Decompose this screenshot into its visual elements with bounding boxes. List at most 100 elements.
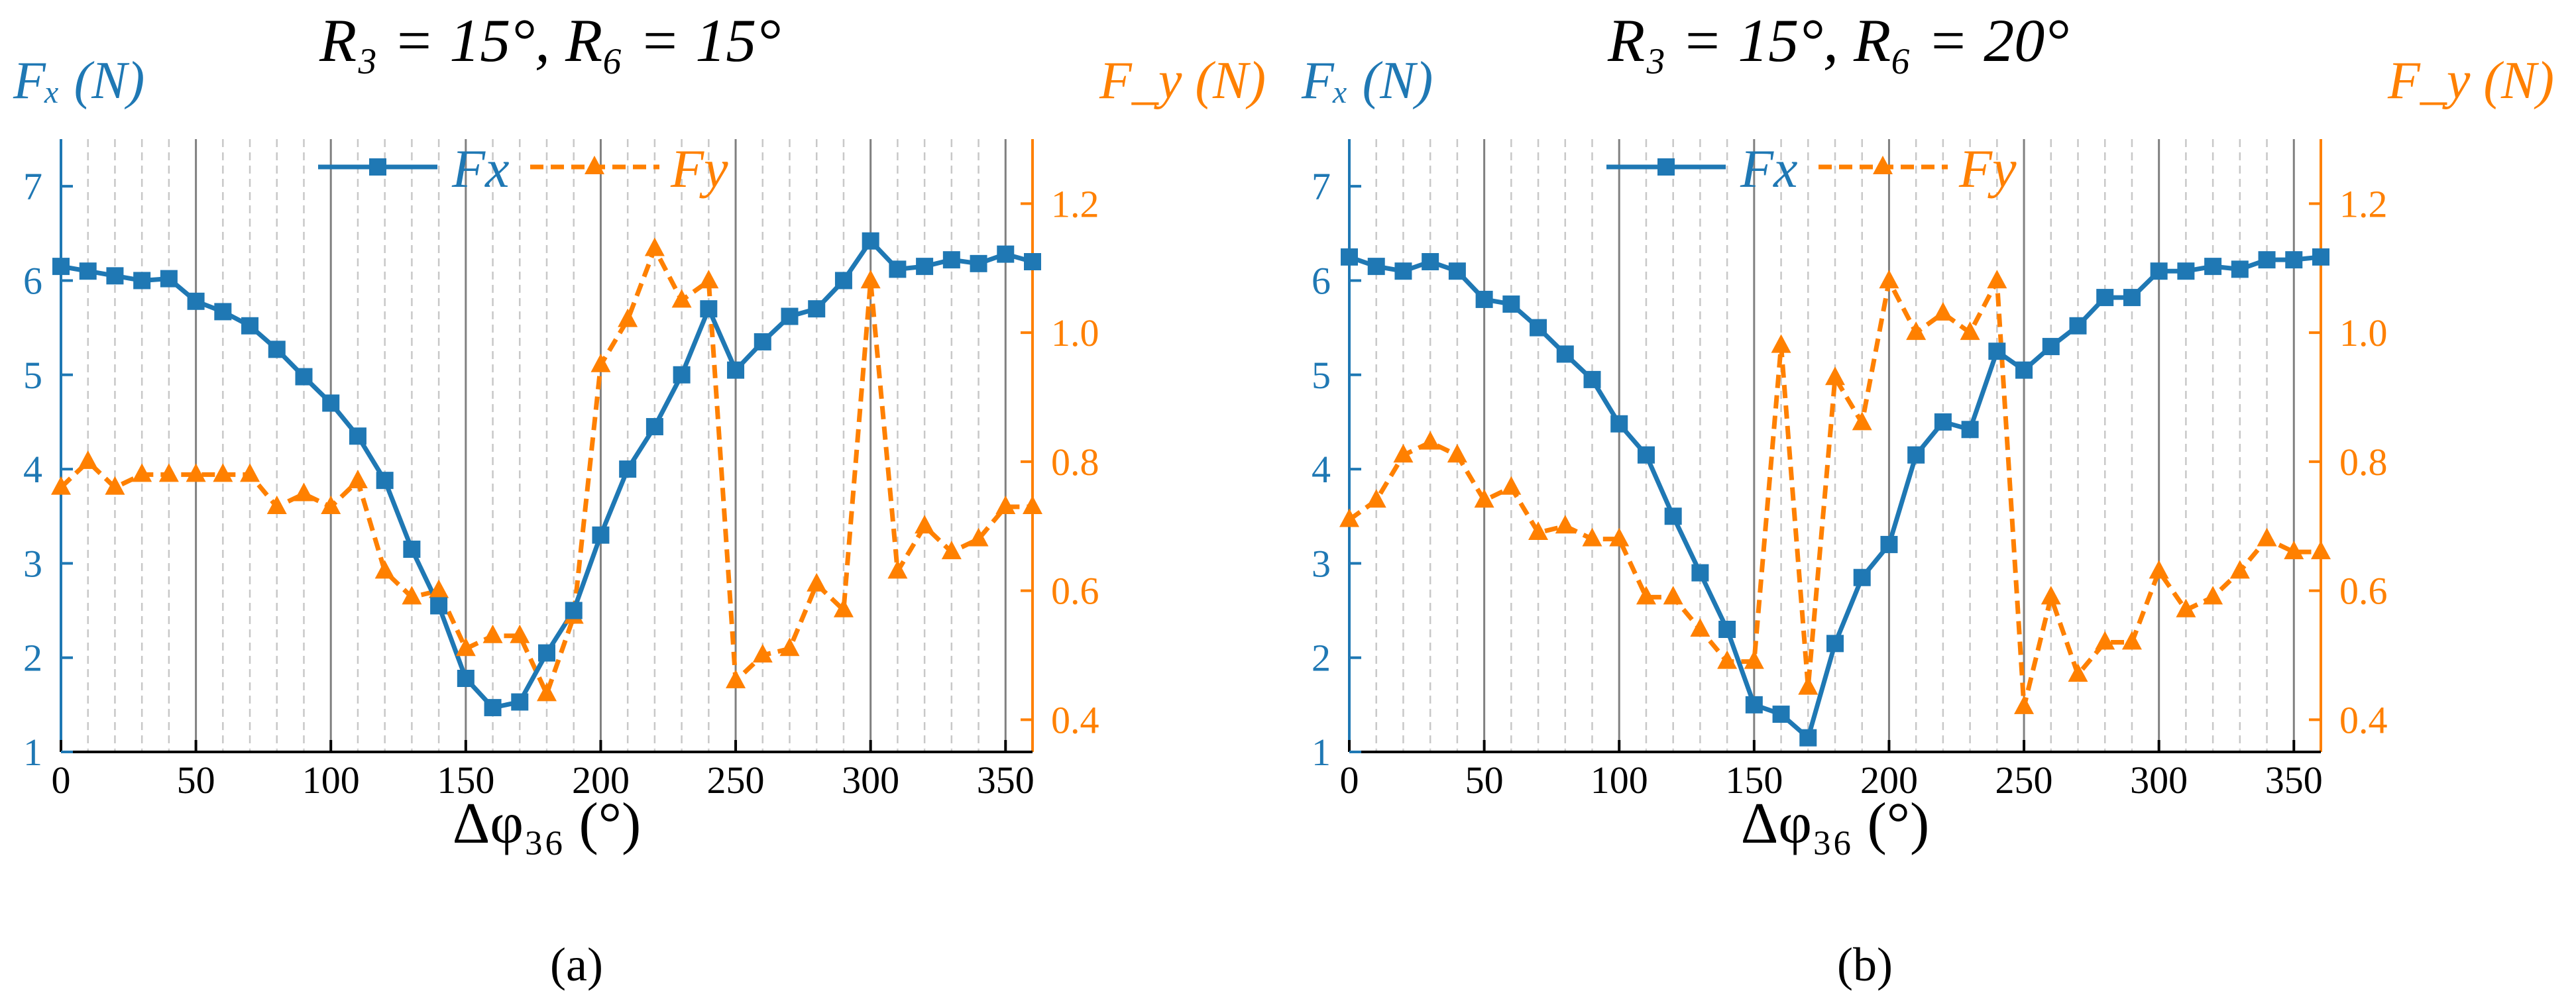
- fy-point: [699, 270, 719, 289]
- fx-point: [2150, 262, 2168, 280]
- fx-point: [1691, 564, 1709, 582]
- fy-point: [1825, 366, 1845, 386]
- right-y-tick-label: 0.4: [2339, 698, 2388, 741]
- x-tick-label: 150: [437, 759, 494, 802]
- left-y-tick-label: 1: [23, 731, 42, 774]
- fy-point: [887, 560, 908, 579]
- fx-point: [645, 418, 663, 436]
- fx-point: [997, 245, 1015, 263]
- fx-point: [79, 262, 97, 280]
- fy-point: [510, 624, 530, 643]
- left-y-tick-label: 6: [23, 259, 42, 302]
- fy-point: [482, 624, 503, 643]
- chart-title: R₃ = 15°, R₆ = 20°: [1607, 7, 2069, 74]
- fy-point: [1501, 476, 1522, 495]
- panel-a: 0 50 100 150 200 250 300 350 1 2 3 4 5 6 7 0.4 0.6 0.8 1.0…: [13, 7, 1266, 991]
- fy-point: [2176, 598, 2196, 617]
- right-axis-title: F_y (N): [1099, 52, 1266, 110]
- fy-point: [2311, 541, 2331, 560]
- fy-point: [2121, 631, 2142, 650]
- chart-title: R₃ = 15°, R₆ = 15°: [319, 7, 781, 74]
- fx-point: [565, 602, 583, 619]
- fx-point: [862, 232, 879, 250]
- fy-point: [347, 470, 368, 489]
- fy-point: [1798, 676, 1819, 695]
- fy-point: [266, 496, 287, 514]
- fx-point: [2258, 251, 2276, 269]
- fx-point: [52, 258, 70, 276]
- fx-point: [2231, 260, 2249, 278]
- fy-point: [294, 482, 314, 502]
- fx-point: [970, 254, 987, 272]
- left-y-tick-label: 7: [23, 165, 42, 208]
- fx-point: [2015, 361, 2033, 379]
- fx-point: [511, 693, 529, 711]
- right-y-tick-label: 0.6: [2339, 570, 2388, 613]
- fx-point: [106, 267, 124, 285]
- fx-point: [430, 597, 448, 615]
- x-tick-label: 250: [1995, 759, 2053, 802]
- x-tick-label: 50: [1465, 759, 1504, 802]
- x-tick-label: 200: [1860, 759, 1918, 802]
- fx-point: [1637, 446, 1655, 464]
- chart-b: 0 50 100 150 200 250 300 350 1 2 3 4 5 6 7 0.4 0.6 0.8 1.0…: [1301, 7, 2554, 991]
- left-y-tick-label: 3: [23, 542, 42, 585]
- fy-point: [752, 643, 773, 662]
- fx-point: [1772, 706, 1790, 723]
- fy-point: [2095, 631, 2115, 650]
- right-y-tick-label: 1.0: [2339, 311, 2388, 354]
- fy-point: [537, 682, 557, 702]
- fx-point: [538, 644, 555, 662]
- fy-point: [2284, 541, 2304, 560]
- fx-point: [1502, 295, 1520, 313]
- x-axis-title: Δφ₃₆ (°): [1741, 792, 1930, 856]
- fy-point: [1393, 444, 1414, 463]
- fy-point: [1663, 586, 1683, 605]
- fy-point: [671, 289, 692, 308]
- left-y-tick-label: 5: [23, 354, 42, 397]
- fx-point: [160, 270, 178, 288]
- left-y-tick-label: 4: [1312, 448, 1331, 491]
- x-tick-label: 0: [52, 759, 71, 802]
- right-y-tick-label: 0.8: [2339, 441, 2388, 484]
- fx-point: [1718, 621, 1736, 638]
- fy-point: [779, 637, 800, 657]
- fy-point: [2203, 586, 2223, 605]
- fx-point: [1988, 343, 2006, 360]
- fy-point: [1879, 270, 1899, 289]
- fx-point: [2096, 289, 2114, 307]
- fy-point: [860, 270, 881, 289]
- fx-point: [834, 272, 852, 290]
- x-tick-label: 350: [2265, 759, 2323, 802]
- left-axis-title: Fₓ (N): [1301, 52, 1433, 110]
- fx-point: [241, 317, 259, 335]
- left-y-tick-label: 3: [1312, 542, 1331, 585]
- fy-point: [1906, 321, 1927, 341]
- left-y-tick-label: 1: [1312, 731, 1331, 774]
- fx-point: [592, 526, 610, 544]
- fy-point: [374, 560, 395, 579]
- fy-point: [2149, 560, 2169, 579]
- fx-point: [673, 366, 691, 384]
- x-tick-label: 250: [707, 759, 765, 802]
- fy-point: [1987, 270, 2007, 289]
- fy-point: [1771, 334, 1791, 353]
- fx-point: [403, 541, 421, 558]
- fy-point: [2068, 663, 2088, 682]
- fx-point: [133, 272, 151, 290]
- fx-point: [1934, 413, 1952, 431]
- fx-point: [214, 303, 232, 321]
- right-y-tick-label: 1.2: [1051, 182, 1099, 225]
- fy-point: [402, 586, 422, 605]
- fy-point: [321, 496, 341, 514]
- fy-point: [2014, 695, 2035, 714]
- fx-point: [457, 670, 475, 687]
- fy-point: [2041, 586, 2061, 605]
- fx-point: [1610, 415, 1628, 433]
- fx-point: [2042, 338, 2060, 356]
- panel-label: (a): [550, 938, 603, 991]
- fx-point: [1422, 253, 1439, 270]
- fy-point: [1960, 321, 1980, 341]
- fy-point: [240, 463, 260, 482]
- x-tick-label: 0: [1340, 759, 1359, 802]
